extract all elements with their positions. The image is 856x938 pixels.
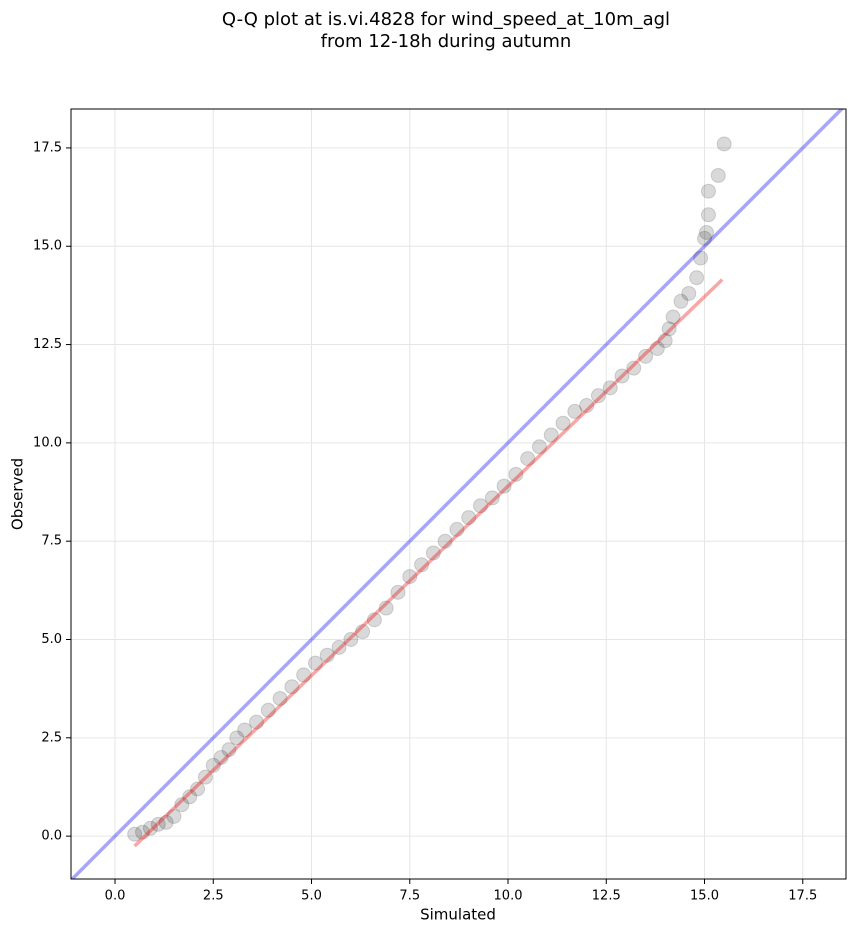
point <box>700 207 716 223</box>
point <box>402 569 418 585</box>
plot-area <box>71 109 845 879</box>
point <box>296 667 312 683</box>
y-tick-label: 0.0 <box>41 829 62 844</box>
point <box>602 380 618 396</box>
point <box>614 368 630 384</box>
x-axis-label: Simulated <box>420 906 496 924</box>
y-tick-label: 12.5 <box>33 337 62 352</box>
point <box>673 293 689 309</box>
chart-subtitle: from 12-18h during autumn <box>321 31 572 52</box>
point <box>665 309 681 325</box>
point <box>461 510 477 526</box>
point <box>473 498 489 514</box>
point <box>693 250 709 266</box>
x-tick-label: 17.5 <box>788 889 817 904</box>
point <box>197 769 213 785</box>
point <box>626 360 642 376</box>
point <box>579 398 595 414</box>
chart-title: Q-Q plot at is.vi.4828 for wind_speed_at… <box>222 9 670 30</box>
y-axis-label: Observed <box>9 458 27 530</box>
point <box>158 814 174 830</box>
point <box>716 136 732 152</box>
point <box>331 639 347 655</box>
point <box>213 749 229 765</box>
point <box>425 545 441 561</box>
point <box>520 451 536 467</box>
point <box>697 230 713 246</box>
point <box>355 624 371 640</box>
y-tick-label: 2.5 <box>41 730 62 745</box>
x-tick-label: 12.5 <box>592 889 621 904</box>
x-tick-label: 0.0 <box>105 889 126 904</box>
y-tick-label: 15.0 <box>33 239 62 254</box>
point <box>681 285 697 301</box>
point <box>638 348 654 364</box>
x-tick-label: 15.0 <box>690 889 719 904</box>
point <box>343 632 359 648</box>
point <box>166 808 182 824</box>
point <box>390 584 406 600</box>
fit-line <box>133 278 724 848</box>
point <box>590 388 606 404</box>
x-tick-label: 5.0 <box>301 889 322 904</box>
point <box>496 478 512 494</box>
point <box>150 816 166 832</box>
x-tick-label: 7.5 <box>399 889 420 904</box>
point <box>205 757 221 773</box>
point <box>710 167 726 183</box>
point <box>174 797 190 813</box>
point <box>657 333 673 349</box>
point <box>649 340 665 356</box>
point <box>449 521 465 537</box>
point <box>221 742 237 758</box>
point <box>543 427 559 443</box>
point <box>508 466 524 482</box>
x-tick-label: 10.0 <box>494 889 523 904</box>
point <box>135 824 151 840</box>
point <box>484 490 500 506</box>
point <box>531 439 547 455</box>
point <box>127 826 143 842</box>
y-tick-label: 5.0 <box>41 632 62 647</box>
point <box>319 647 335 663</box>
point <box>272 690 288 706</box>
point <box>248 714 264 730</box>
point <box>700 183 716 199</box>
point <box>142 820 158 836</box>
y-tick-label: 7.5 <box>41 534 62 549</box>
x-tick-label: 2.5 <box>203 889 224 904</box>
plot-frame <box>70 108 847 880</box>
reference-line <box>71 109 845 879</box>
point <box>437 533 453 549</box>
point <box>414 557 430 573</box>
point <box>229 730 245 746</box>
point <box>567 403 583 419</box>
point <box>182 789 198 805</box>
point <box>555 415 571 431</box>
point <box>378 600 394 616</box>
point <box>260 702 276 718</box>
y-tick-label: 17.5 <box>33 140 62 155</box>
point <box>190 781 206 797</box>
point <box>237 722 253 738</box>
y-tick-label: 10.0 <box>33 435 62 450</box>
point <box>366 612 382 628</box>
point <box>689 270 705 286</box>
point <box>661 321 677 337</box>
point <box>284 679 300 695</box>
point <box>307 655 323 671</box>
point <box>698 224 714 240</box>
